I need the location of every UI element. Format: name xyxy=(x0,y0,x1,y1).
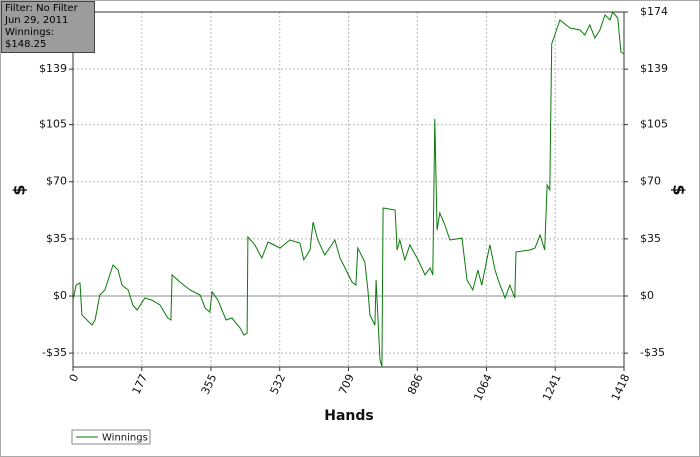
y-axis-title: $ xyxy=(10,184,29,195)
y-tick-label-right: $139 xyxy=(640,62,668,75)
series-line xyxy=(72,11,625,367)
info-line: Filter: No Filter xyxy=(5,3,78,14)
y-tick-label-right: $174 xyxy=(640,5,668,18)
y-tick-label-right: $105 xyxy=(640,118,668,131)
y-tick-label: -$35 xyxy=(42,346,67,359)
y-tick-label: $70 xyxy=(46,175,67,188)
x-tick-label: 0 xyxy=(67,372,82,384)
y-tick-label-right: $70 xyxy=(640,175,661,188)
legend xyxy=(71,429,151,445)
y-tick-label: $105 xyxy=(39,118,67,131)
y-tick-label: $139 xyxy=(39,62,67,75)
y-tick-label: $35 xyxy=(46,232,67,245)
y-tick-label-right: -$35 xyxy=(640,346,665,359)
info-line: Winnings: $148.25 xyxy=(5,27,55,50)
x-axis-title: Hands xyxy=(324,408,374,424)
legend-label: Winnings xyxy=(102,433,148,444)
info-box: Filter: No Filter Jun 29, 2011 Winnings:… xyxy=(1,1,95,53)
y-tick-label-right: $35 xyxy=(640,232,661,245)
y-tick-label-right: $0 xyxy=(640,289,654,302)
y-tick-label: $0 xyxy=(53,289,67,302)
y-axis-title-right: $ xyxy=(670,184,689,195)
info-line: Jun 29, 2011 xyxy=(5,15,69,26)
